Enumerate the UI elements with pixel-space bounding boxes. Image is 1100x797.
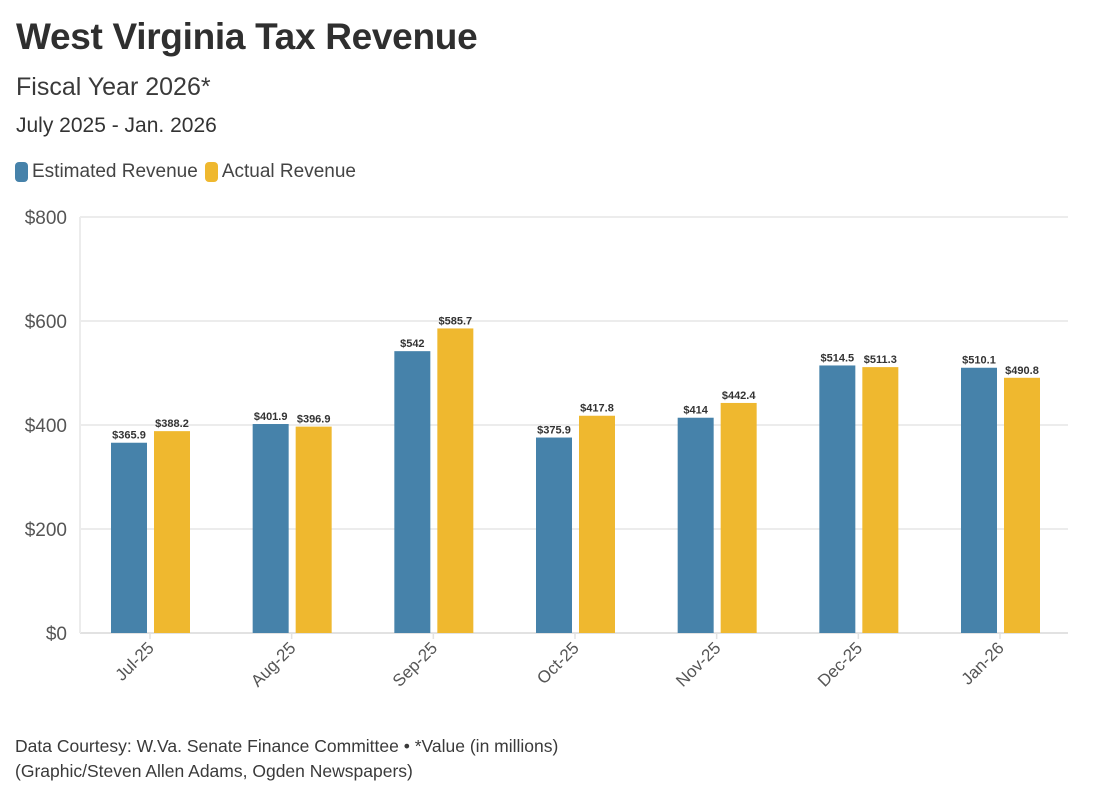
y-tick-label: $0 xyxy=(46,624,67,645)
bar-estimated xyxy=(394,351,431,633)
legend-swatch-actual xyxy=(204,162,218,182)
legend-item-actual: Actual Revenue xyxy=(204,161,356,183)
data-label: $542 xyxy=(400,338,424,350)
data-label: $396.9 xyxy=(297,414,331,426)
data-label: $375.9 xyxy=(537,425,571,437)
legend-label-actual: Actual Revenue xyxy=(221,161,356,182)
data-label: $585.7 xyxy=(439,315,473,327)
legend-item-estimated: Estimated Revenue xyxy=(15,161,198,183)
legend: Estimated Revenue Actual Revenue xyxy=(15,161,363,183)
footer-credit: (Graphic/Steven Allen Adams, Ogden Newsp… xyxy=(15,761,413,781)
data-label: $511.3 xyxy=(864,354,897,366)
x-tick-label: Nov-25 xyxy=(672,638,724,690)
bar-estimated xyxy=(819,365,856,633)
bar-estimated xyxy=(677,417,714,633)
y-tick-label: $200 xyxy=(25,520,67,541)
data-label: $514.5 xyxy=(821,352,855,364)
bar-actual xyxy=(295,426,332,633)
y-tick-label: $800 xyxy=(25,208,67,229)
data-label: $388.2 xyxy=(155,418,189,430)
x-tick-label: Jul-25 xyxy=(112,638,158,684)
chart-date-range: July 2025 - Jan. 2026 xyxy=(16,114,217,137)
bar-actual xyxy=(720,402,757,633)
bar-estimated xyxy=(536,437,572,633)
chart-subtitle: Fiscal Year 2026* xyxy=(16,73,211,101)
bar-actual xyxy=(437,328,474,633)
y-tick-label: $600 xyxy=(25,312,67,333)
x-tick-label: Sep-25 xyxy=(389,638,441,690)
bar-actual xyxy=(862,367,899,633)
bar-estimated xyxy=(111,442,147,633)
data-label: $417.8 xyxy=(580,403,614,415)
data-label: $442.4 xyxy=(722,390,757,402)
bar-actual xyxy=(579,415,615,633)
x-tick-label: Aug-25 xyxy=(247,638,299,690)
data-label: $414 xyxy=(683,405,708,417)
data-label: $510.1 xyxy=(962,355,996,367)
bar-estimated xyxy=(961,367,997,633)
data-label: $490.8 xyxy=(1005,365,1039,377)
legend-label-estimated: Estimated Revenue xyxy=(32,161,198,182)
footer: Data Courtesy: W.Va. Senate Finance Comm… xyxy=(15,734,558,784)
footer-source: Data Courtesy: W.Va. Senate Finance Comm… xyxy=(15,736,559,756)
bar-actual xyxy=(1004,377,1040,633)
data-label: $401.9 xyxy=(254,411,288,423)
data-label: $365.9 xyxy=(112,430,146,442)
bar-estimated xyxy=(252,424,289,633)
x-tick-label: Dec-25 xyxy=(814,638,866,690)
bar-actual xyxy=(154,431,190,633)
legend-swatch-estimated xyxy=(15,162,28,182)
x-tick-label: Oct-25 xyxy=(533,638,583,688)
y-tick-label: $400 xyxy=(25,416,67,437)
chart-title: West Virginia Tax Revenue xyxy=(16,16,478,57)
x-tick-label: Jan-26 xyxy=(958,638,1008,688)
